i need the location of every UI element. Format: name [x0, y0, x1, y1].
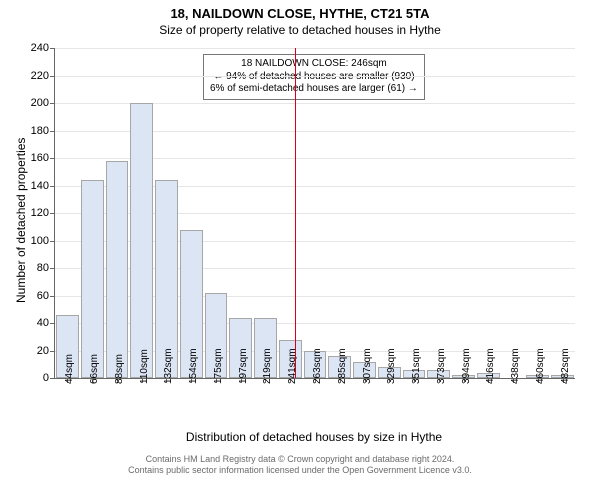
y-tick-label: 140: [31, 180, 49, 192]
x-tick-label: 263sqm: [312, 348, 323, 384]
x-tick-label: 219sqm: [262, 348, 273, 384]
x-tick-label: 438sqm: [510, 348, 521, 384]
x-tick-label: 197sqm: [238, 348, 249, 384]
y-tick-mark: [50, 213, 55, 214]
x-tick-label: 482sqm: [560, 348, 571, 384]
x-tick-label: 132sqm: [163, 348, 174, 384]
chart-footer: Contains HM Land Registry data © Crown c…: [0, 454, 600, 477]
footer-line: Contains public sector information licen…: [0, 465, 600, 476]
x-tick-label: 66sqm: [89, 354, 100, 384]
y-tick-label: 180: [31, 125, 49, 137]
y-tick-mark: [50, 241, 55, 242]
bar: [106, 161, 129, 378]
x-tick-label: 285sqm: [337, 348, 348, 384]
y-tick-label: 100: [31, 235, 49, 247]
x-tick-label: 44sqm: [64, 354, 75, 384]
x-axis-label: Distribution of detached houses by size …: [54, 430, 574, 444]
y-tick-label: 160: [31, 152, 49, 164]
x-tick-label: 307sqm: [362, 348, 373, 384]
x-tick-label: 88sqm: [114, 354, 125, 384]
y-tick-mark: [50, 296, 55, 297]
x-tick-label: 351sqm: [411, 348, 422, 384]
y-tick-label: 80: [37, 262, 49, 274]
y-tick-mark: [50, 48, 55, 49]
x-tick-label: 394sqm: [461, 348, 472, 384]
x-tick-label: 110sqm: [139, 349, 150, 384]
footer-line: Contains HM Land Registry data © Crown c…: [0, 454, 600, 465]
y-tick-label: 20: [37, 345, 49, 357]
y-tick-mark: [50, 268, 55, 269]
chart-subtitle: Size of property relative to detached ho…: [0, 21, 600, 37]
y-tick-mark: [50, 103, 55, 104]
x-tick-label: 329sqm: [386, 348, 397, 384]
y-tick-mark: [50, 131, 55, 132]
y-tick-label: 0: [43, 372, 49, 384]
y-tick-label: 40: [37, 317, 49, 329]
x-tick-label: 416sqm: [485, 348, 496, 384]
y-tick-mark: [50, 186, 55, 187]
bar: [130, 103, 153, 378]
y-tick-mark: [50, 158, 55, 159]
grid-line: [55, 76, 575, 77]
y-tick-mark: [50, 351, 55, 352]
x-tick-label: 175sqm: [213, 348, 224, 384]
annotation-line: ← 94% of detached houses are smaller (93…: [210, 71, 418, 84]
x-tick-label: 241sqm: [287, 348, 298, 384]
annotation-line: 18 NAILDOWN CLOSE: 246sqm: [210, 58, 418, 71]
figure: { "title": "18, NAILDOWN CLOSE, HYTHE, C…: [0, 0, 600, 500]
annotation-line: 6% of semi-detached houses are larger (6…: [210, 83, 418, 96]
y-tick-label: 220: [31, 70, 49, 82]
x-tick-label: 373sqm: [436, 348, 447, 384]
property-marker-line: [295, 48, 296, 378]
bar: [81, 180, 104, 378]
y-tick-label: 240: [31, 42, 49, 54]
annotation-box: 18 NAILDOWN CLOSE: 246sqm ← 94% of detac…: [203, 54, 425, 100]
y-tick-label: 200: [31, 97, 49, 109]
x-tick-label: 460sqm: [535, 348, 546, 384]
y-tick-mark: [50, 76, 55, 77]
y-tick-label: 60: [37, 290, 49, 302]
chart-title: 18, NAILDOWN CLOSE, HYTHE, CT21 5TA: [0, 0, 600, 21]
y-tick-mark: [50, 378, 55, 379]
y-tick-label: 120: [31, 207, 49, 219]
y-tick-mark: [50, 323, 55, 324]
x-tick-label: 154sqm: [188, 348, 199, 384]
y-axis-label: Number of detached properties: [14, 138, 28, 303]
plot-area: 18 NAILDOWN CLOSE: 246sqm ← 94% of detac…: [54, 48, 575, 379]
grid-line: [55, 48, 575, 49]
